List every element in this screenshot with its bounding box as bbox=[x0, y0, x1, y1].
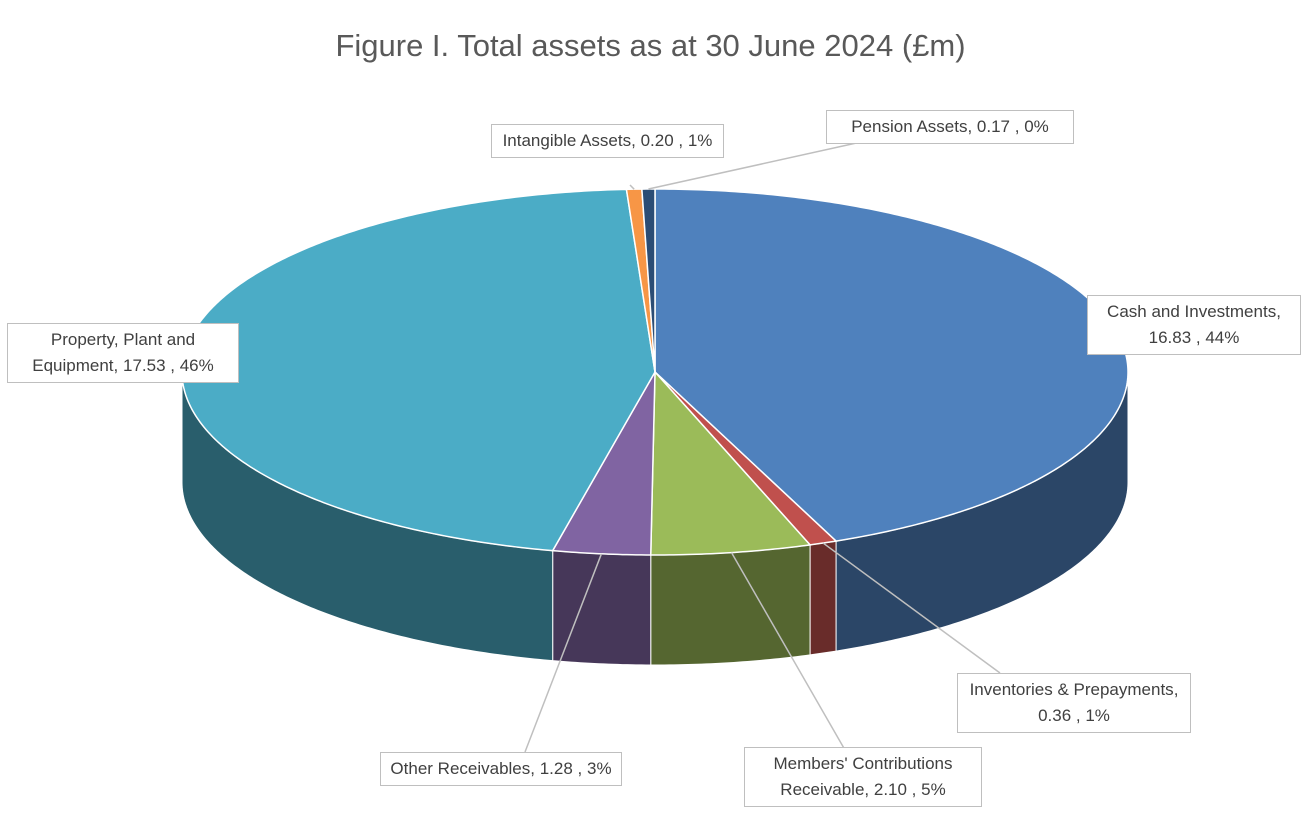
slice-side bbox=[552, 550, 652, 666]
label-name: Inventories & Prepayments bbox=[969, 680, 1174, 699]
data-label: Pension Assets, 0.17 , 0% bbox=[826, 110, 1074, 144]
label-value: 17.53 bbox=[122, 356, 166, 375]
leader-line bbox=[822, 542, 1001, 674]
label-value: 1.28 bbox=[539, 759, 573, 778]
label-value: 0.20 bbox=[640, 131, 674, 150]
slice-side bbox=[809, 540, 837, 656]
leader-line bbox=[648, 139, 871, 190]
label-percent: 5% bbox=[921, 780, 946, 799]
slice bbox=[649, 370, 812, 556]
label-percent: 46% bbox=[179, 356, 214, 375]
data-label: Other Receivables, 1.28 , 3% bbox=[380, 752, 622, 786]
label-value: 16.83 bbox=[1148, 328, 1192, 347]
label-percent: 3% bbox=[586, 759, 612, 778]
label-value: 2.10 bbox=[873, 780, 907, 799]
data-label: Members' Contributions Receivable, 2.10 … bbox=[744, 747, 982, 807]
leader-line bbox=[629, 184, 635, 190]
leader-line bbox=[730, 552, 846, 751]
label-value: 0.36 bbox=[1038, 706, 1072, 725]
label-percent: 1% bbox=[687, 131, 713, 150]
label-percent: 1% bbox=[1085, 706, 1110, 725]
label-percent: 44% bbox=[1205, 328, 1240, 347]
label-name: Pension Assets bbox=[851, 117, 968, 136]
label-value: 0.17 bbox=[976, 117, 1011, 136]
data-label: Inventories & Prepayments, 0.36 , 1% bbox=[957, 673, 1191, 733]
leader-line bbox=[524, 553, 603, 753]
data-label: Intangible Assets, 0.20 , 1% bbox=[491, 124, 724, 158]
label-name: Members' Contributions Receivable bbox=[773, 754, 953, 799]
chart-title: Figure I. Total assets as at 30 June 202… bbox=[335, 28, 966, 63]
data-label: Cash and Investments, 16.83 , 44% bbox=[1087, 295, 1301, 355]
label-name: Cash and Investments bbox=[1107, 302, 1277, 321]
label-percent: 0% bbox=[1024, 117, 1049, 136]
slice bbox=[641, 188, 656, 373]
label-name: Property, Plant and Equipment bbox=[32, 330, 196, 375]
label-name: Other Receivables bbox=[390, 759, 531, 778]
label-name: Intangible Assets bbox=[502, 131, 632, 150]
data-label: Property, Plant and Equipment, 17.53 , 4… bbox=[7, 323, 239, 383]
